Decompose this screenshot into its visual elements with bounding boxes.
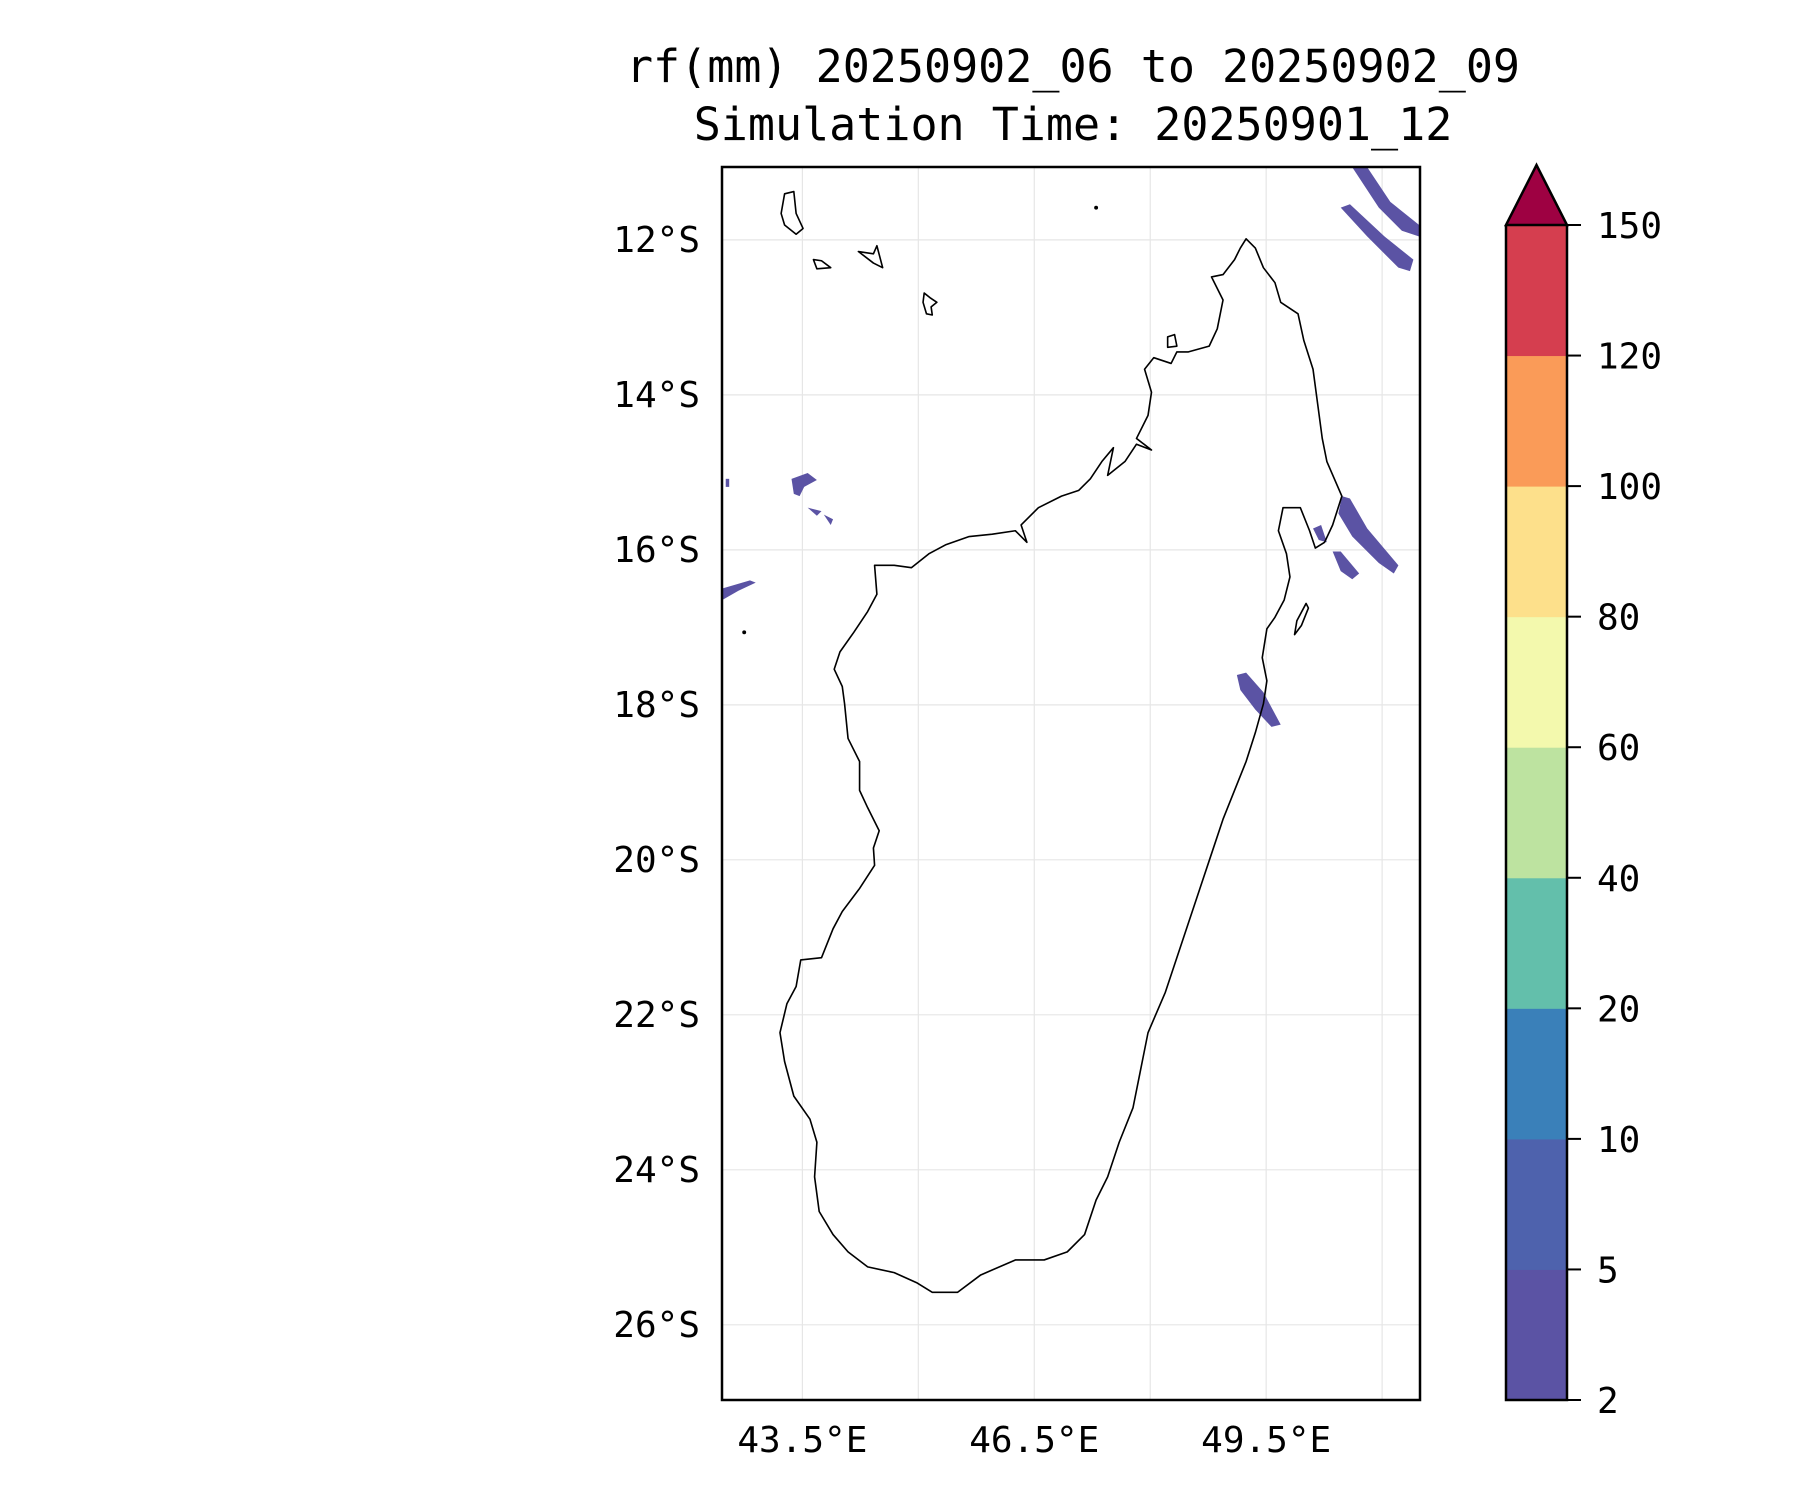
coastlines [742, 190, 1343, 1294]
colorbar: 2 5 10 20 40 60 80 100 120 150 [1503, 162, 1662, 1422]
islet [742, 630, 747, 635]
colorbar-segment [1506, 355, 1567, 487]
rain-patch-w-4 [722, 580, 756, 600]
colorbar-tick-label: 5 [1597, 1250, 1619, 1291]
colorbar-tick-label: 10 [1597, 1120, 1640, 1161]
x-axis-ticks: 43.5°E 46.5°E 49.5°E [737, 1420, 1331, 1461]
colorbar-segment [1506, 1138, 1567, 1270]
rain-band-ne-2 [1340, 204, 1414, 272]
colorbar-segment [1506, 1008, 1567, 1140]
x-tick-label: 49.5°E [1201, 1420, 1331, 1461]
y-tick-label: 24°S [613, 1150, 700, 1191]
colorbar-tick-label: 20 [1597, 989, 1640, 1030]
colorbar-extend-triangle [1503, 162, 1570, 227]
x-tick-label: 46.5°E [969, 1420, 1099, 1461]
map-content [722, 167, 1420, 1294]
colorbar-tick-label: 60 [1597, 728, 1640, 769]
y-tick-label: 18°S [613, 685, 700, 726]
madagascar-coastline [779, 238, 1343, 1294]
colorbar-segment [1506, 877, 1567, 1009]
rainfall-regions [722, 167, 1420, 727]
rain-band-e-4 [1236, 672, 1281, 727]
nosy-be-coastline [1166, 333, 1178, 349]
rain-patch-w-5 [725, 478, 730, 487]
mayotte-coastline [922, 292, 938, 316]
colorbar-tick-label: 80 [1597, 598, 1640, 639]
gridlines [722, 167, 1420, 1400]
colorbar-segment [1506, 486, 1567, 618]
anjouan-coastline [857, 244, 884, 269]
islet [1094, 205, 1099, 210]
rain-patch-w-3 [823, 514, 834, 525]
rain-patch-e-3 [1332, 551, 1360, 580]
rain-patch-w-1 [791, 473, 817, 497]
y-tick-label: 16°S [613, 530, 700, 571]
y-tick-label: 14°S [613, 375, 700, 416]
grande-comore-coastline [780, 190, 804, 236]
colorbar-tick-label: 150 [1597, 206, 1662, 247]
chart-title-line-2: Simulation Time: 20250901_12 [694, 98, 1453, 151]
colorbar-tick-label: 100 [1597, 467, 1662, 508]
y-axis-ticks: 12°S 14°S 16°S 18°S 20°S 22°S 24°S 26°S [613, 220, 700, 1346]
colorbar-tick-label: 40 [1597, 859, 1640, 900]
rain-band-e-1 [1338, 496, 1399, 574]
rain-patch-e-2 [1313, 524, 1327, 543]
colorbar-segment [1506, 225, 1567, 357]
y-tick-label: 20°S [613, 840, 700, 881]
colorbar-segment [1506, 1269, 1567, 1401]
chart-title-line-1: rf(mm) 20250902_06 to 20250902_09 [626, 40, 1520, 93]
map-frame [720, 165, 1422, 1402]
colorbar-outline [1504, 225, 1569, 1402]
x-tick-label: 43.5°E [737, 1420, 867, 1461]
colorbar-segment [1506, 616, 1567, 748]
y-tick-label: 22°S [613, 995, 700, 1036]
sainte-marie-coastline [1293, 602, 1310, 636]
colorbar-segment [1506, 747, 1567, 879]
y-tick-label: 26°S [613, 1305, 700, 1346]
rain-patch-w-2 [807, 507, 822, 516]
moheli-coastline [812, 258, 832, 270]
y-tick-label: 12°S [613, 220, 700, 261]
colorbar-tick-label: 120 [1597, 337, 1662, 378]
colorbar-tick-label: 2 [1597, 1381, 1619, 1422]
rain-band-ne-1 [1352, 167, 1420, 237]
